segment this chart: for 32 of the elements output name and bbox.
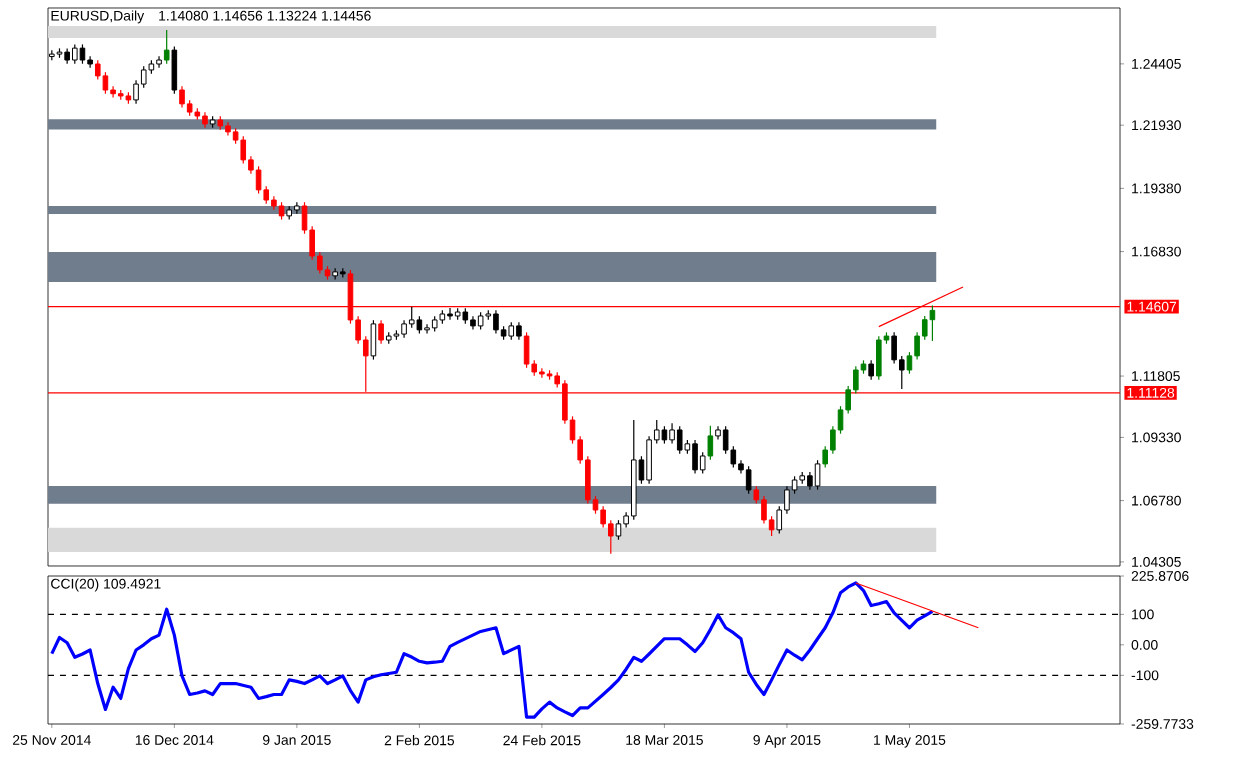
candlestick [171,45,178,95]
candlestick [868,359,874,381]
candlestick [523,331,530,369]
candlestick [79,43,86,65]
candlestick [876,335,882,381]
candlestick [72,43,78,65]
candlestick [929,304,936,342]
candlestick [891,331,897,365]
candlestick [424,323,430,335]
candlestick [102,71,109,95]
candlestick [240,135,247,165]
candlestick [600,505,606,529]
candlestick [539,367,545,379]
candlestick [493,309,499,335]
candlestick [370,319,377,361]
candlestick [692,439,698,475]
candlestick [378,319,384,345]
candlestick [163,29,170,65]
candlestick [761,495,767,525]
candlestick [676,425,683,455]
candlestick [669,422,675,445]
candlestick [646,435,652,485]
candlestick [814,459,821,491]
candlestick [408,306,415,329]
candlestick [707,425,714,461]
candlestick [745,465,752,495]
candlestick [332,267,338,281]
candlestick [447,307,453,321]
candlestick [179,85,185,109]
candlestick [699,451,706,475]
candlestick [255,165,262,195]
candlestick [615,519,622,541]
